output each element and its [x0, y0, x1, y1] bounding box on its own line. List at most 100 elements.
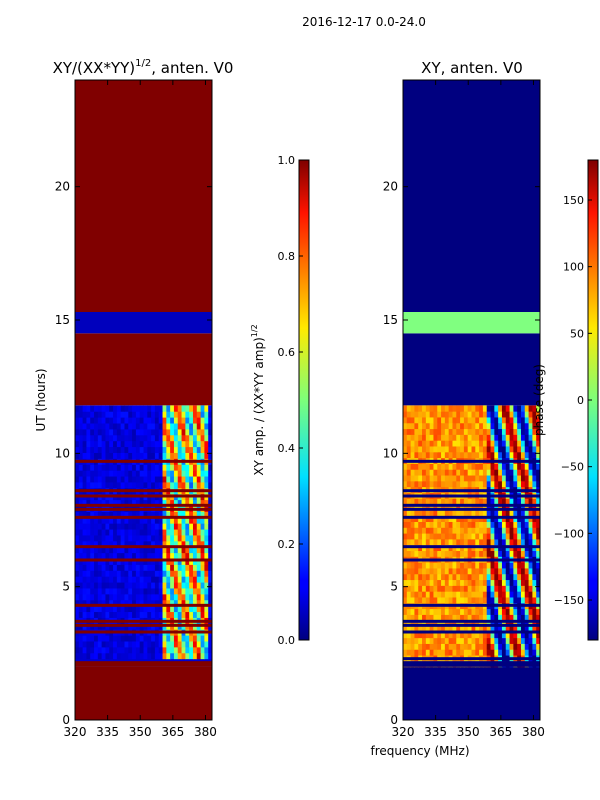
heatmap-cell: [196, 564, 202, 571]
heatmap-cell: [460, 416, 465, 424]
heatmap-cell: [403, 567, 408, 575]
heatmap-cell: [441, 538, 446, 546]
heatmap-cell: [124, 481, 129, 489]
heatmap-cell: [403, 434, 408, 441]
heatmap-cell: [471, 626, 476, 633]
heatmap-cell: [441, 608, 446, 615]
heatmap-cell: [460, 643, 465, 650]
heatmap-cell: [425, 631, 431, 639]
heatmap-cell: [208, 652, 213, 660]
heatmap-cell: [128, 529, 133, 536]
heatmap-cell: [143, 470, 148, 477]
heatmap-cell: [414, 475, 419, 482]
heatmap-cell: [170, 552, 175, 560]
heatmap-cell: [517, 631, 522, 639]
heatmap-cell: [86, 540, 91, 548]
heatmap-cell: [429, 631, 434, 639]
heatmap-cell: [86, 593, 91, 601]
y-tick-label: 20: [383, 180, 398, 194]
heatmap-cell: [120, 434, 125, 442]
heatmap-cell: [441, 585, 446, 592]
heatmap-cell: [196, 499, 202, 506]
heatmap-cell: [120, 534, 125, 542]
heatmap-cell: [490, 614, 495, 621]
heatmap-cell: [414, 591, 419, 598]
heatmap-cell: [460, 550, 465, 557]
heatmap-cell: [116, 582, 122, 589]
heatmap-cell: [486, 509, 492, 517]
y-tick-label: 0: [390, 713, 398, 727]
heatmap-cell: [482, 440, 488, 447]
heatmap-cell: [501, 509, 507, 517]
heatmap-cell: [82, 534, 87, 542]
heatmap-cell: [173, 558, 179, 565]
heatmap-cell: [456, 440, 461, 447]
heatmap-cell: [143, 440, 148, 448]
heatmap-cell: [406, 440, 412, 447]
heatmap-cell: [422, 445, 427, 453]
heatmap-cell: [86, 570, 91, 577]
heatmap-cell: [189, 652, 194, 660]
heatmap-cell: [520, 463, 526, 470]
heatmap-cell: [147, 452, 152, 459]
heatmap-cell: [528, 631, 533, 639]
heatmap-cell: [185, 552, 190, 560]
heatmap-cell: [517, 538, 522, 546]
heatmap-cell: [185, 558, 190, 565]
heatmap-cell: [532, 445, 537, 453]
heatmap-cell: [173, 423, 179, 430]
heatmap-cell: [422, 649, 427, 656]
heatmap-cell: [158, 423, 164, 430]
heatmap-cell: [154, 605, 160, 613]
heatmap-cell: [105, 546, 110, 554]
heatmap-cell: [151, 593, 156, 601]
heatmap-cell: [200, 423, 205, 430]
heatmap-cell: [94, 605, 99, 613]
heatmap-cell: [189, 417, 194, 424]
heatmap-cell: [166, 570, 171, 577]
heatmap-cell: [185, 582, 190, 589]
heatmap-cell: [429, 405, 434, 412]
heatmap-cell: [456, 527, 461, 534]
heatmap-cell: [78, 446, 84, 453]
heatmap-cell: [494, 614, 499, 621]
heatmap-cell: [414, 585, 419, 592]
heatmap-cell: [181, 593, 186, 601]
heatmap-cell: [490, 579, 495, 586]
heatmap-cell: [486, 567, 492, 575]
heatmap-cell: [162, 552, 167, 560]
heatmap-cell: [490, 428, 495, 435]
heatmap-cell: [448, 504, 453, 511]
heatmap-cell: [116, 428, 122, 436]
heatmap-cell: [403, 498, 408, 505]
heatmap-cell: [75, 517, 80, 524]
heatmap-cell: [192, 517, 198, 524]
heatmap-cell: [124, 428, 129, 436]
heatmap-cell: [532, 573, 537, 581]
heatmap-cell: [124, 476, 129, 483]
heatmap-cell: [82, 646, 87, 654]
heatmap-cell: [162, 546, 167, 554]
heatmap-cell: [196, 540, 202, 548]
heatmap-cell: [448, 637, 453, 644]
heatmap-cell: [509, 631, 514, 639]
heatmap-cell: [471, 614, 476, 621]
heatmap-cell: [403, 509, 408, 517]
heatmap-cell: [429, 579, 434, 586]
heatmap-cell: [200, 499, 205, 506]
amplitude-x-axis: 320 335 350 365 380: [64, 80, 217, 739]
heatmap-cell: [486, 434, 492, 441]
heatmap-cell: [82, 428, 87, 436]
heatmap-cell: [441, 451, 446, 459]
heatmap-cell: [82, 411, 87, 418]
heatmap-cell: [120, 652, 125, 660]
heatmap-cell: [154, 534, 160, 542]
heatmap-cell: [86, 605, 91, 613]
heatmap-cell: [425, 451, 431, 459]
heatmap-cell: [414, 463, 419, 470]
heatmap-cell: [147, 428, 152, 436]
amplitude-panel: XY/(XX*YY)1/2, anten. V0 320 335 350 365 380…: [34, 58, 310, 739]
heatmap-cell: [471, 643, 476, 650]
heatmap-cell: [113, 481, 118, 489]
heatmap-cell: [101, 452, 106, 459]
